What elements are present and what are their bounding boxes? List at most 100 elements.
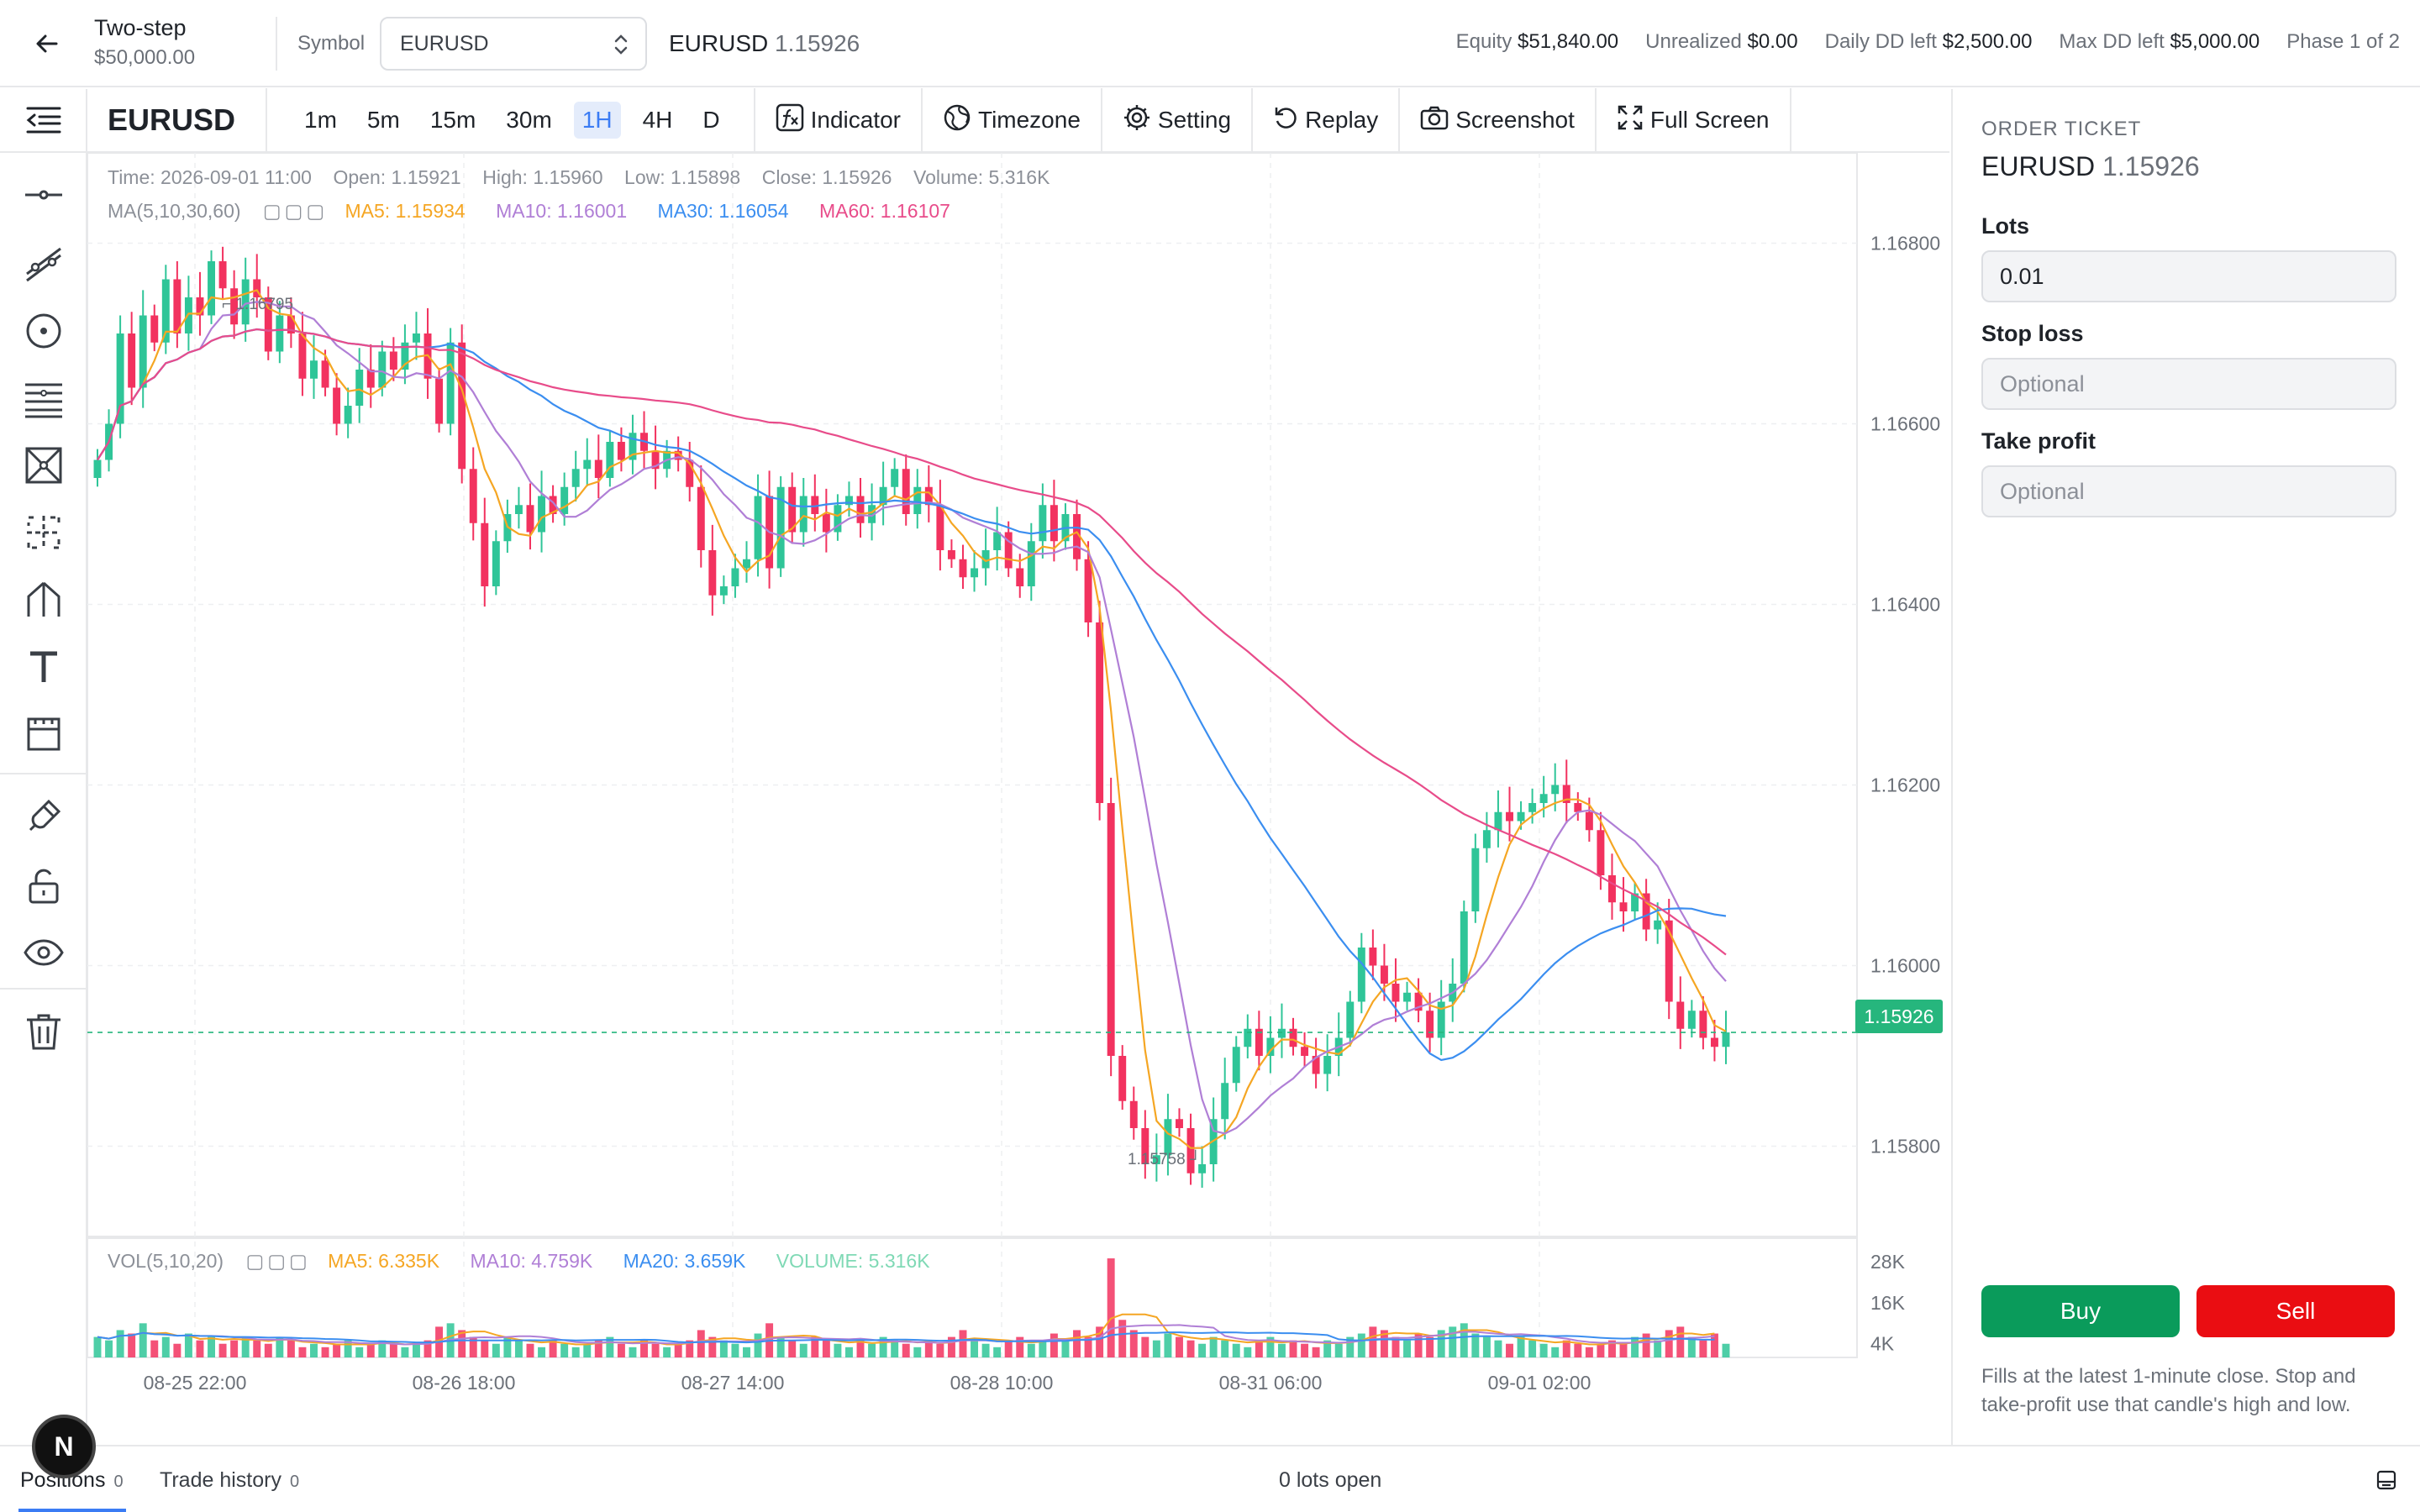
measure-icon[interactable]	[22, 511, 66, 554]
ma-line	[97, 328, 1727, 956]
sell-button[interactable]: Sell	[2196, 1285, 2395, 1337]
candle-body	[1380, 965, 1388, 984]
candles	[93, 246, 1730, 1188]
volume-bar	[1608, 1340, 1616, 1357]
volume-value: VOLUME: 5.316K	[776, 1250, 930, 1272]
volume-bar	[1449, 1326, 1457, 1357]
lots-input[interactable]	[1981, 250, 2396, 302]
bottom-bar: Positions 0 Trade history 0 0 lots open	[0, 1445, 2420, 1512]
order-ticket-panel: ORDER TICKET EURUSD 1.15926 Lots Stop lo…	[1951, 89, 2420, 1445]
full-screen-button[interactable]: Full Screen	[1597, 88, 1791, 152]
setting-button[interactable]: Setting	[1102, 88, 1254, 152]
timeframe-1h[interactable]: 1H	[573, 102, 621, 139]
chart-canvas[interactable]: 1.16800 1.16600 1.16400 1.16200 1.16000 1.158…	[87, 153, 1949, 1404]
volume-bar	[606, 1336, 614, 1357]
candle-body	[446, 342, 455, 424]
candle-body	[492, 541, 500, 586]
volume-bar	[1551, 1347, 1560, 1357]
stop-loss-input[interactable]	[1981, 358, 2396, 410]
replay-button[interactable]: Replay	[1253, 88, 1401, 152]
time-tick-label: 08-25 22:00	[144, 1372, 247, 1394]
lock-icon[interactable]	[22, 864, 66, 907]
volume-bar	[1687, 1336, 1696, 1357]
ma-visibility-toggles[interactable]: ▢▢▢	[262, 200, 329, 222]
candle-body	[617, 442, 625, 460]
candle-body	[1016, 568, 1024, 586]
trend-line-icon[interactable]	[22, 242, 66, 286]
screenshot-button[interactable]: Screenshot	[1400, 88, 1597, 152]
timeframe-5m[interactable]: 5m	[366, 107, 400, 133]
volume-bar	[321, 1347, 329, 1357]
time-tick-label: 08-26 18:00	[413, 1372, 516, 1394]
price-chart[interactable]: 1.16800 1.16600 1.16400 1.16200 1.16000 1.158…	[87, 153, 1949, 1404]
expand-icon	[1617, 104, 1644, 137]
volume-bar	[298, 1347, 307, 1357]
candle-body	[583, 459, 592, 470]
take-profit-input[interactable]	[1981, 465, 2396, 517]
timeframe-d[interactable]: D	[702, 107, 720, 133]
symbol-select[interactable]: EURUSD	[380, 17, 647, 71]
full-screen-label: Full Screen	[1649, 107, 1770, 133]
volume-bar	[1277, 1343, 1286, 1357]
vol-visibility-toggles[interactable]: ▢▢▢	[245, 1250, 311, 1272]
volume-bar	[981, 1343, 990, 1357]
candle-body	[1277, 1028, 1286, 1038]
tab-trade-history[interactable]: Trade history 0	[160, 1468, 300, 1492]
candle-body	[1255, 1028, 1263, 1056]
timezone-button[interactable]: Timezone	[923, 88, 1102, 152]
magnet-icon[interactable]	[22, 795, 66, 838]
candle-body	[1118, 1056, 1127, 1101]
timeframe-group: 1m 5m 15m 30m 1H 4H D	[267, 88, 755, 152]
candle-body	[993, 532, 1002, 550]
vol-ma20-value: MA20: 3.659K	[623, 1250, 746, 1272]
text-icon[interactable]	[22, 645, 66, 689]
panel-toggle-icon[interactable]	[2376, 1470, 2396, 1494]
volume-bar	[1460, 1323, 1468, 1357]
back-arrow-icon[interactable]	[32, 29, 62, 59]
horizontal-line-icon[interactable]	[22, 173, 66, 217]
candle-body	[811, 496, 819, 514]
candle-body	[936, 505, 944, 550]
buy-button[interactable]: Buy	[1981, 1285, 2180, 1337]
volume-bar	[936, 1343, 944, 1357]
indicator-button[interactable]: Indicator	[755, 88, 923, 152]
volume-bar	[1369, 1326, 1377, 1357]
pattern-icon[interactable]	[22, 444, 66, 487]
menu-collapse-icon[interactable]	[0, 89, 87, 153]
candle-body	[981, 550, 990, 569]
timeframe-30m[interactable]: 30m	[506, 107, 552, 133]
header-price-symbol: EURUSD	[669, 30, 769, 56]
timeframe-15m[interactable]: 15m	[429, 107, 476, 133]
replay-icon	[1273, 105, 1298, 136]
volume-bar	[776, 1336, 785, 1357]
volume-bar	[1642, 1333, 1650, 1357]
candle-body	[1574, 803, 1582, 812]
n-badge-icon[interactable]: N	[32, 1415, 96, 1478]
ruler-icon[interactable]	[22, 712, 66, 756]
candle-body	[1608, 875, 1616, 903]
volume-bar	[1244, 1347, 1252, 1357]
stat-equity: Equity $51,840.00	[1455, 30, 1619, 53]
pitchfork-icon[interactable]	[22, 578, 66, 622]
time-tick-label: 09-01 02:00	[1488, 1372, 1591, 1394]
trash-icon[interactable]	[22, 1010, 66, 1053]
candle-body	[1710, 1037, 1718, 1047]
candle-body	[1642, 893, 1650, 930]
candle-body	[1631, 893, 1639, 911]
timeframe-1m[interactable]: 1m	[304, 107, 337, 133]
candle-body	[1141, 1128, 1150, 1164]
candle-body	[731, 568, 739, 586]
volume-ma-line	[97, 1331, 1715, 1344]
volume-bar	[640, 1340, 648, 1357]
timeframe-4h[interactable]: 4H	[642, 107, 673, 133]
fib-lines-icon[interactable]	[22, 376, 66, 420]
volume-bar	[947, 1336, 955, 1357]
candle-body	[310, 360, 318, 379]
candle-body	[1676, 1001, 1685, 1029]
candle-body	[1129, 1100, 1138, 1128]
circle-icon[interactable]	[22, 309, 66, 353]
candle-body	[344, 406, 352, 424]
eye-icon[interactable]	[22, 931, 66, 974]
volume-bar	[366, 1343, 375, 1357]
volume-bar	[719, 1340, 728, 1357]
